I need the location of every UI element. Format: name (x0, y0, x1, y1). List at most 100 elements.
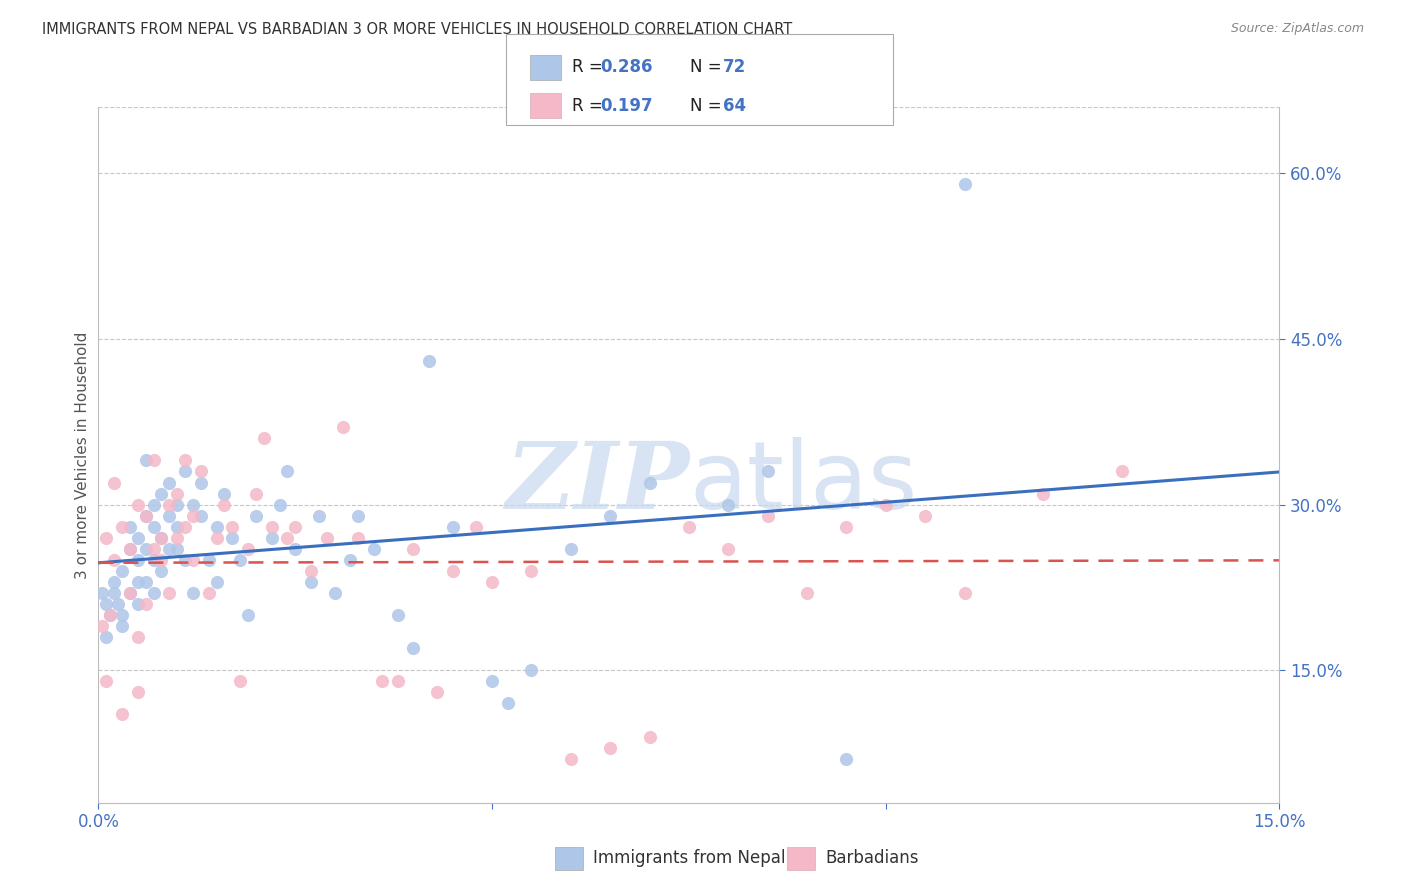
Point (387, 608, 409, 623)
Point (103, 586, 125, 600)
Text: R =: R = (572, 96, 609, 115)
Point (174, 453, 197, 467)
Point (98, 608, 121, 623)
Point (157, 508, 180, 523)
Point (135, 453, 157, 467)
Point (135, 508, 157, 523)
Point (150, 486, 173, 500)
Point (190, 475, 212, 490)
Point (157, 586, 180, 600)
Point (418, 354, 440, 368)
Point (111, 519, 134, 533)
Point (181, 508, 204, 523)
Point (332, 420, 354, 434)
Point (796, 586, 818, 600)
Point (229, 674, 252, 689)
Text: Barbadians: Barbadians (825, 849, 920, 867)
Point (221, 531, 243, 545)
Point (96, 630, 118, 644)
Point (174, 553, 197, 567)
Point (103, 475, 125, 490)
Point (347, 531, 370, 545)
Point (1111, 465, 1133, 479)
Point (135, 508, 157, 523)
Point (118, 519, 141, 533)
Point (118, 586, 141, 600)
Point (96, 531, 118, 545)
Point (914, 508, 936, 523)
Point (835, 519, 858, 533)
Text: R =: R = (572, 58, 609, 76)
Point (426, 685, 449, 699)
Point (339, 553, 361, 567)
Point (98, 608, 121, 623)
Point (111, 619, 134, 633)
Text: IMMIGRANTS FROM NEPAL VS BARBADIAN 3 OR MORE VEHICLES IN HOUSEHOLD CORRELATION C: IMMIGRANTS FROM NEPAL VS BARBADIAN 3 OR … (42, 22, 793, 37)
Point (214, 498, 236, 512)
Text: 72: 72 (723, 58, 747, 76)
Point (127, 574, 149, 589)
Point (953, 178, 976, 192)
Point (142, 453, 165, 467)
Point (260, 531, 283, 545)
Point (150, 553, 173, 567)
Point (142, 553, 165, 567)
Point (127, 685, 149, 699)
Point (229, 553, 252, 567)
Point (127, 553, 149, 567)
Point (717, 498, 740, 512)
Point (103, 574, 125, 589)
Point (205, 519, 228, 533)
Point (166, 541, 188, 556)
Point (284, 541, 307, 556)
Point (245, 508, 267, 523)
Point (118, 541, 141, 556)
Point (481, 574, 503, 589)
Point (560, 751, 582, 765)
Point (96, 674, 118, 689)
Point (236, 608, 259, 623)
Point (181, 498, 204, 512)
Point (520, 564, 543, 578)
Point (91, 586, 114, 600)
Point (107, 597, 129, 611)
Point (127, 531, 149, 545)
Point (363, 541, 385, 556)
Point (142, 586, 165, 600)
Point (875, 498, 897, 512)
Point (166, 519, 188, 533)
Point (638, 730, 661, 744)
Point (174, 519, 197, 533)
Point (197, 586, 219, 600)
Point (96, 597, 118, 611)
Point (118, 541, 141, 556)
Text: N =: N = (690, 58, 727, 76)
Point (465, 519, 488, 533)
Point (308, 508, 330, 523)
Point (638, 475, 661, 490)
Point (371, 674, 394, 689)
Point (481, 674, 503, 689)
Point (756, 508, 779, 523)
Point (150, 531, 173, 545)
Text: N =: N = (690, 96, 727, 115)
Point (205, 531, 228, 545)
Point (260, 519, 283, 533)
Point (190, 508, 212, 523)
Text: 0.286: 0.286 (600, 58, 652, 76)
Point (142, 519, 165, 533)
Point (181, 586, 204, 600)
Point (441, 564, 464, 578)
Point (135, 574, 157, 589)
Point (496, 697, 519, 711)
Point (190, 465, 212, 479)
Point (214, 486, 236, 500)
Point (756, 465, 779, 479)
Point (205, 574, 228, 589)
Point (253, 431, 276, 445)
Point (111, 707, 134, 722)
Point (142, 541, 165, 556)
Point (181, 553, 204, 567)
Point (599, 508, 621, 523)
Point (150, 564, 173, 578)
